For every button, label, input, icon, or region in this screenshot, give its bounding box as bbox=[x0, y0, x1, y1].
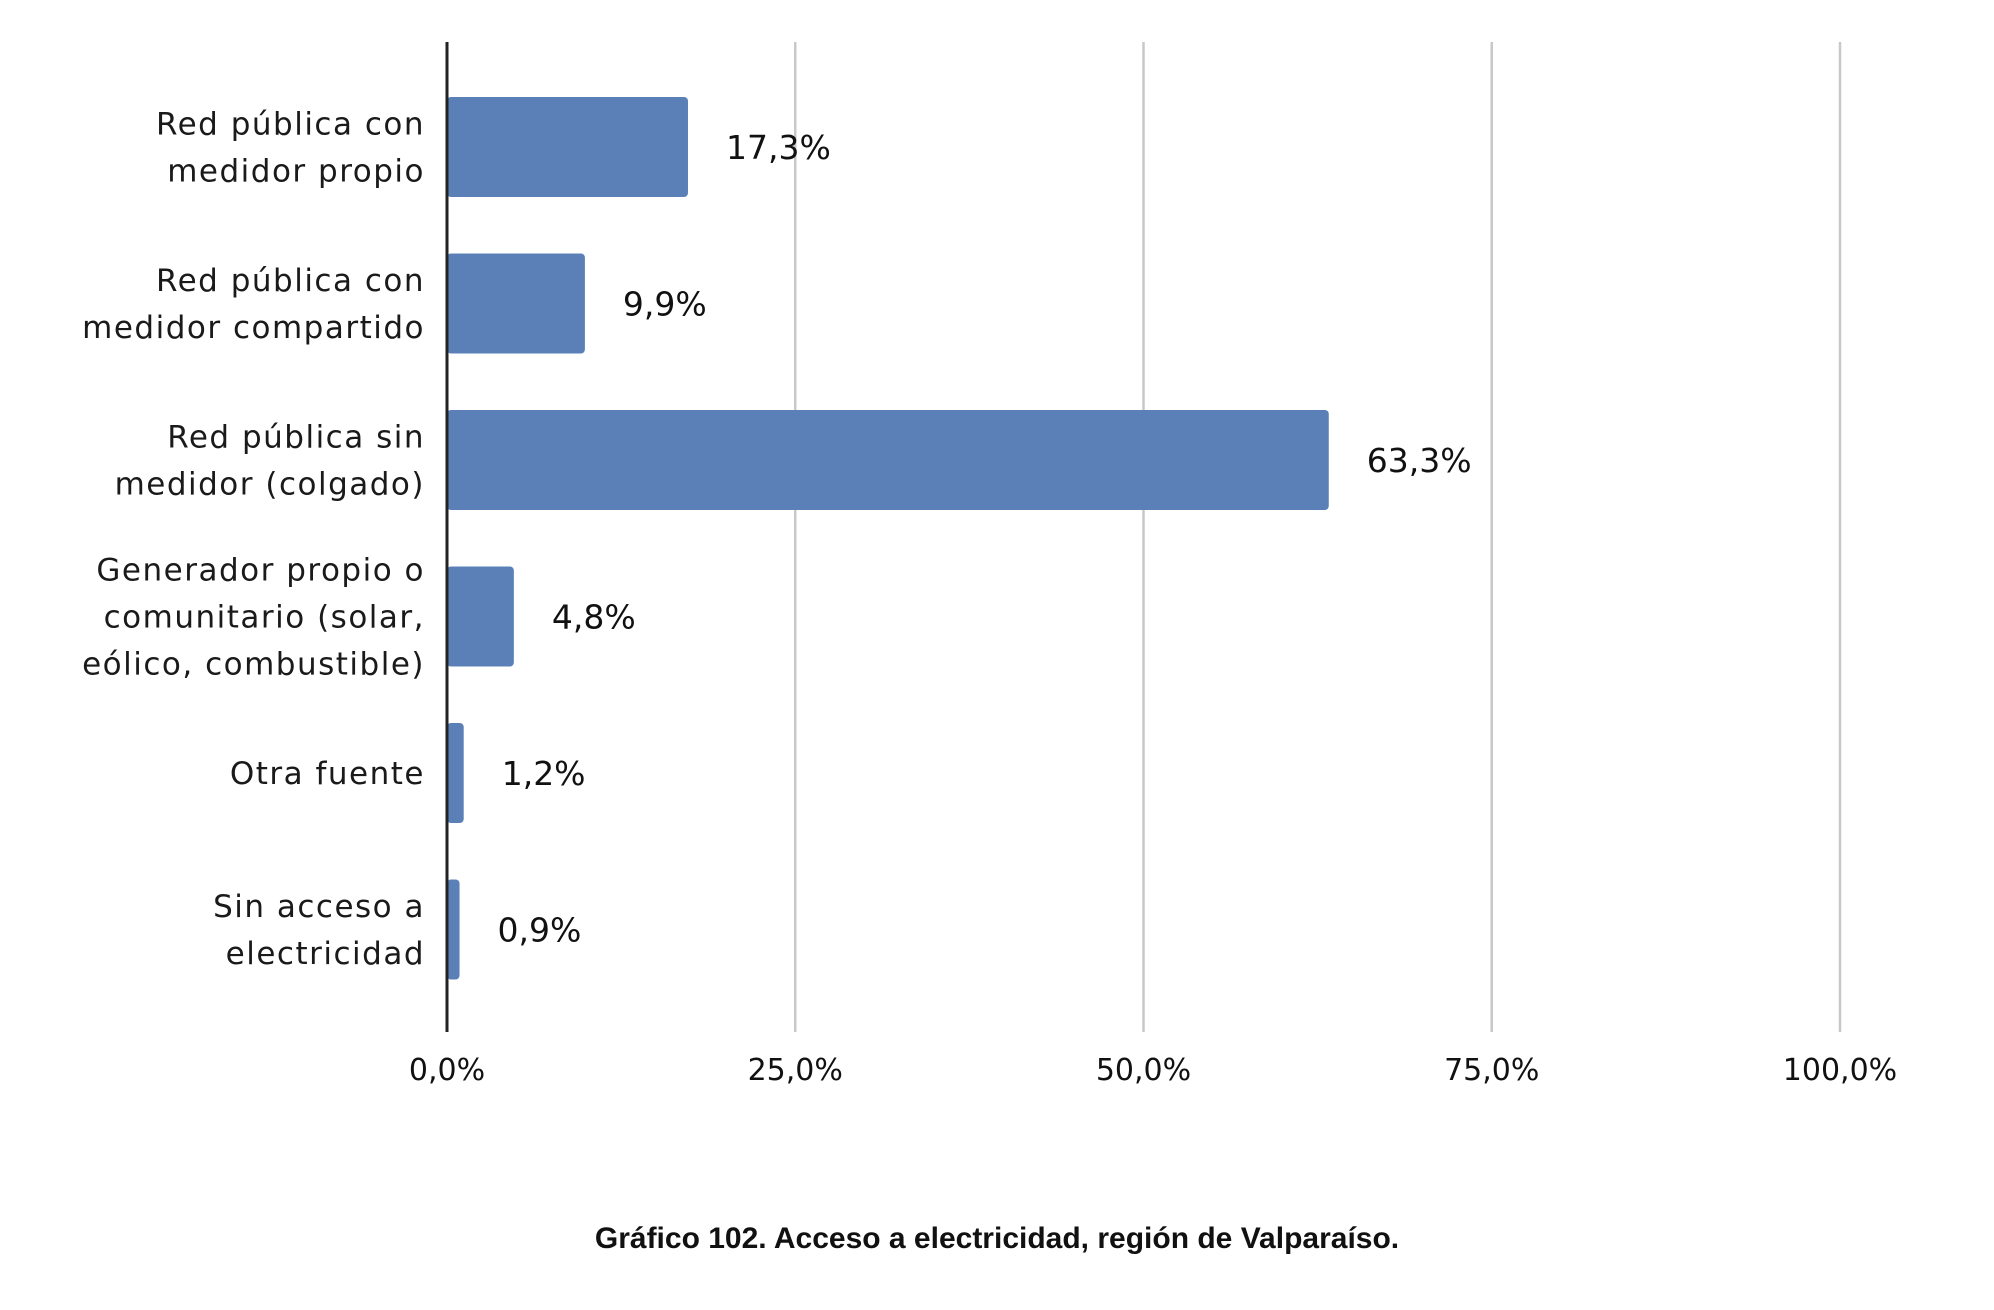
tick-label: 100,0% bbox=[1783, 1053, 1897, 1088]
category-label: Sin acceso a electricidad bbox=[213, 889, 425, 972]
tick-label: 25,0% bbox=[748, 1053, 843, 1088]
bar bbox=[447, 253, 585, 354]
chart-caption: Gráfico 102. Acceso a electricidad, regi… bbox=[594, 1222, 1400, 1255]
tick-label: 0,0% bbox=[409, 1053, 485, 1088]
data-label: 63,3% bbox=[1367, 441, 1472, 480]
data-label: 9,9% bbox=[623, 285, 707, 324]
bar bbox=[447, 879, 460, 980]
bars bbox=[447, 97, 1329, 980]
category-label: Otra fuente bbox=[230, 756, 425, 792]
data-label: 1,2% bbox=[502, 754, 586, 793]
gridlines bbox=[794, 42, 1842, 1032]
category-labels: Red pública con medidor propio Red pública… bbox=[82, 107, 425, 973]
value-labels: 17,3% 9,9% 63,3% 4,8% 1,2% 0,9% bbox=[498, 128, 1472, 950]
bar bbox=[447, 97, 688, 197]
category-label: Red pública con medidor compartido bbox=[82, 263, 425, 346]
bar bbox=[447, 723, 464, 823]
bar bbox=[447, 410, 1329, 510]
tick-label: 75,0% bbox=[1444, 1053, 1539, 1088]
data-label: 0,9% bbox=[498, 911, 582, 950]
data-label: 4,8% bbox=[552, 598, 636, 637]
bar bbox=[447, 566, 514, 667]
x-tick-labels: 0,0% 25,0% 50,0% 75,0% 100,0% bbox=[409, 1053, 1897, 1088]
category-label: Red pública sin medidor (colgado) bbox=[115, 420, 425, 503]
tick-label: 50,0% bbox=[1096, 1053, 1191, 1088]
category-label: Red pública con medidor propio bbox=[156, 107, 425, 190]
data-label: 17,3% bbox=[726, 128, 831, 167]
category-label: Generador propio o comunitario (solar, eól… bbox=[82, 553, 425, 683]
